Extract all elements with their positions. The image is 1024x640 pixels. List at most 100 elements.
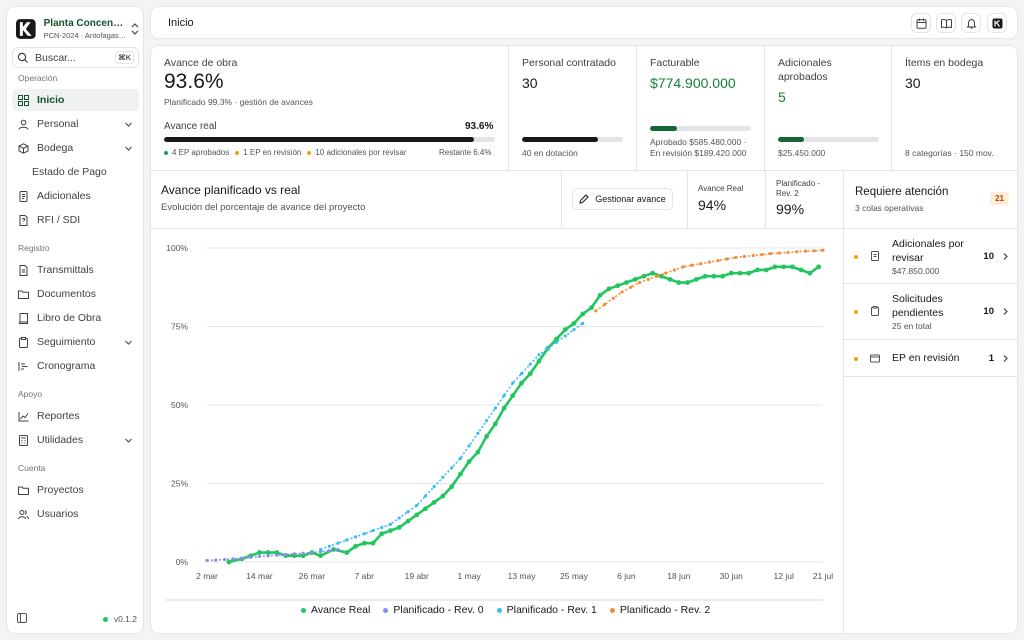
legend-item[interactable]: Planificado - Rev. 2 [609, 604, 710, 616]
queue-solicitudes[interactable]: Solicitudes pendientes 25 en total 10 [844, 283, 1017, 339]
data-point [345, 538, 349, 542]
sidebar-item-cronograma[interactable]: Cronograma [12, 355, 139, 377]
avance-progress-bar [164, 137, 495, 142]
sidebar-item-transmittals[interactable]: Transmittals [12, 259, 139, 281]
sidebar-item-documentos[interactable]: Documentos [12, 283, 139, 305]
book-open-icon [940, 18, 952, 29]
docs-button[interactable] [936, 13, 956, 33]
sidebar-item-label: Usuarios [37, 508, 79, 520]
data-point [300, 553, 306, 559]
green-dot [164, 151, 168, 156]
data-point [795, 250, 799, 254]
data-point [725, 257, 729, 261]
data-point [405, 518, 411, 524]
x-tick-label: 30 jun [720, 571, 743, 581]
data-point [266, 554, 270, 558]
sidebar-toggle-icon[interactable] [17, 613, 27, 623]
data-point [777, 251, 781, 255]
data-point [676, 280, 682, 285]
x-tick-label: 12 jul [774, 571, 794, 581]
divider [151, 170, 1017, 171]
stat-value: 99% [776, 201, 805, 217]
data-point [632, 277, 638, 282]
data-point [257, 550, 262, 555]
data-point [528, 362, 532, 366]
sidebar-item-personal[interactable]: Personal [12, 113, 139, 135]
stat-label: Planificado - Rev. 2 [776, 179, 820, 198]
ep-revision: 1 EP en revisión [243, 148, 302, 157]
data-point [536, 358, 542, 364]
progress-fill [778, 137, 805, 142]
data-point [249, 555, 253, 559]
gantt-icon [18, 361, 28, 371]
data-point [620, 290, 624, 294]
x-tick-label: 21 jul [813, 571, 833, 581]
data-point [681, 265, 685, 269]
attention-panel: Requiere atención 3 colas operativas 21 … [843, 170, 1017, 633]
progress-fill [164, 137, 474, 142]
gestionar-avance-button[interactable]: Gestionar avance [572, 188, 673, 210]
data-point [690, 263, 694, 267]
data-point [344, 550, 350, 555]
data-point [716, 258, 720, 263]
top-header: Inicio [150, 6, 1018, 39]
ep-aprobados: 4 EP aprobados [172, 148, 230, 157]
data-point [755, 267, 760, 273]
data-point [685, 280, 690, 285]
attention-subtitle: 3 colas operativas [855, 203, 924, 213]
search-input[interactable]: Buscar... ⌘K [12, 47, 139, 68]
items-detail: 8 categorías · 150 mov. [905, 148, 994, 158]
sidebar-item-estado-pago[interactable]: Estado de Pago [12, 161, 139, 183]
notifications-button[interactable] [961, 13, 981, 33]
queue-ep-revision[interactable]: EP en revisión 1 [844, 339, 1017, 377]
data-point [812, 249, 816, 253]
sidebar-item-libro-obra[interactable]: Libro de Obra [12, 307, 139, 329]
receipt-icon [19, 190, 28, 202]
line-chart-icon [18, 411, 29, 421]
legend-item[interactable]: Planificado - Rev. 1 [496, 604, 597, 616]
queue-title-line: Adicionales por [892, 238, 964, 250]
avance-real-label: Avance real [164, 121, 217, 132]
calendar-button[interactable] [911, 13, 931, 33]
stat-avance-real: Avance Real 94% [687, 170, 765, 228]
sidebar-item-adicionales[interactable]: Adicionales [12, 185, 139, 207]
data-point [711, 273, 717, 279]
chart-legend: Avance Real Planificado - Rev. 0 Planifi… [301, 604, 723, 616]
stat-label: Avance Real [698, 184, 744, 193]
sidebar-item-label: Proyectos [37, 484, 84, 496]
sidebar-item-usuarios[interactable]: Usuarios [12, 503, 139, 525]
data-point [380, 525, 384, 530]
legend-label: Planificado - Rev. 0 [393, 604, 484, 616]
sidebar-item-seguimiento[interactable]: Seguimiento [12, 331, 139, 353]
sidebar-item-bodega[interactable]: Bodega [12, 137, 139, 159]
sidebar-item-proyectos[interactable]: Proyectos [12, 479, 139, 501]
section-cuenta: Cuenta [18, 463, 46, 473]
data-point [275, 553, 279, 557]
data-point [746, 270, 752, 276]
sidebar-item-rfi[interactable]: RFI / SDI [12, 209, 139, 231]
sidebar-item-reportes[interactable]: Reportes [12, 405, 139, 427]
legend-swatch [496, 607, 502, 613]
user-menu-button[interactable] [987, 13, 1007, 33]
data-point [371, 529, 375, 533]
sidebar-item-utilidades[interactable]: Utilidades [12, 429, 139, 451]
data-point [699, 262, 703, 266]
data-point [265, 550, 271, 555]
pencil-icon [579, 194, 589, 204]
card-title: Adicionales aprobados [778, 56, 832, 84]
chevron-down-icon [125, 122, 132, 127]
data-point [301, 551, 305, 555]
data-point [511, 381, 515, 385]
queue-adicionales[interactable]: Adicionales por revisar $47.850.000 10 [844, 228, 1017, 283]
legend-item[interactable]: Avance Real [301, 604, 370, 616]
data-point [519, 372, 524, 376]
sidebar-item-inicio[interactable]: Inicio [12, 89, 139, 111]
data-point [502, 393, 506, 398]
project-switcher[interactable]: Planta Concentrado... PCN-2024 · Antofag… [12, 12, 140, 46]
personal-dotacion: 40 en dotación [522, 148, 578, 158]
calendar-icon [916, 18, 926, 29]
data-point [546, 346, 550, 351]
legend-item[interactable]: Planificado - Rev. 0 [383, 604, 484, 616]
data-point [501, 405, 507, 411]
data-point [318, 550, 323, 554]
